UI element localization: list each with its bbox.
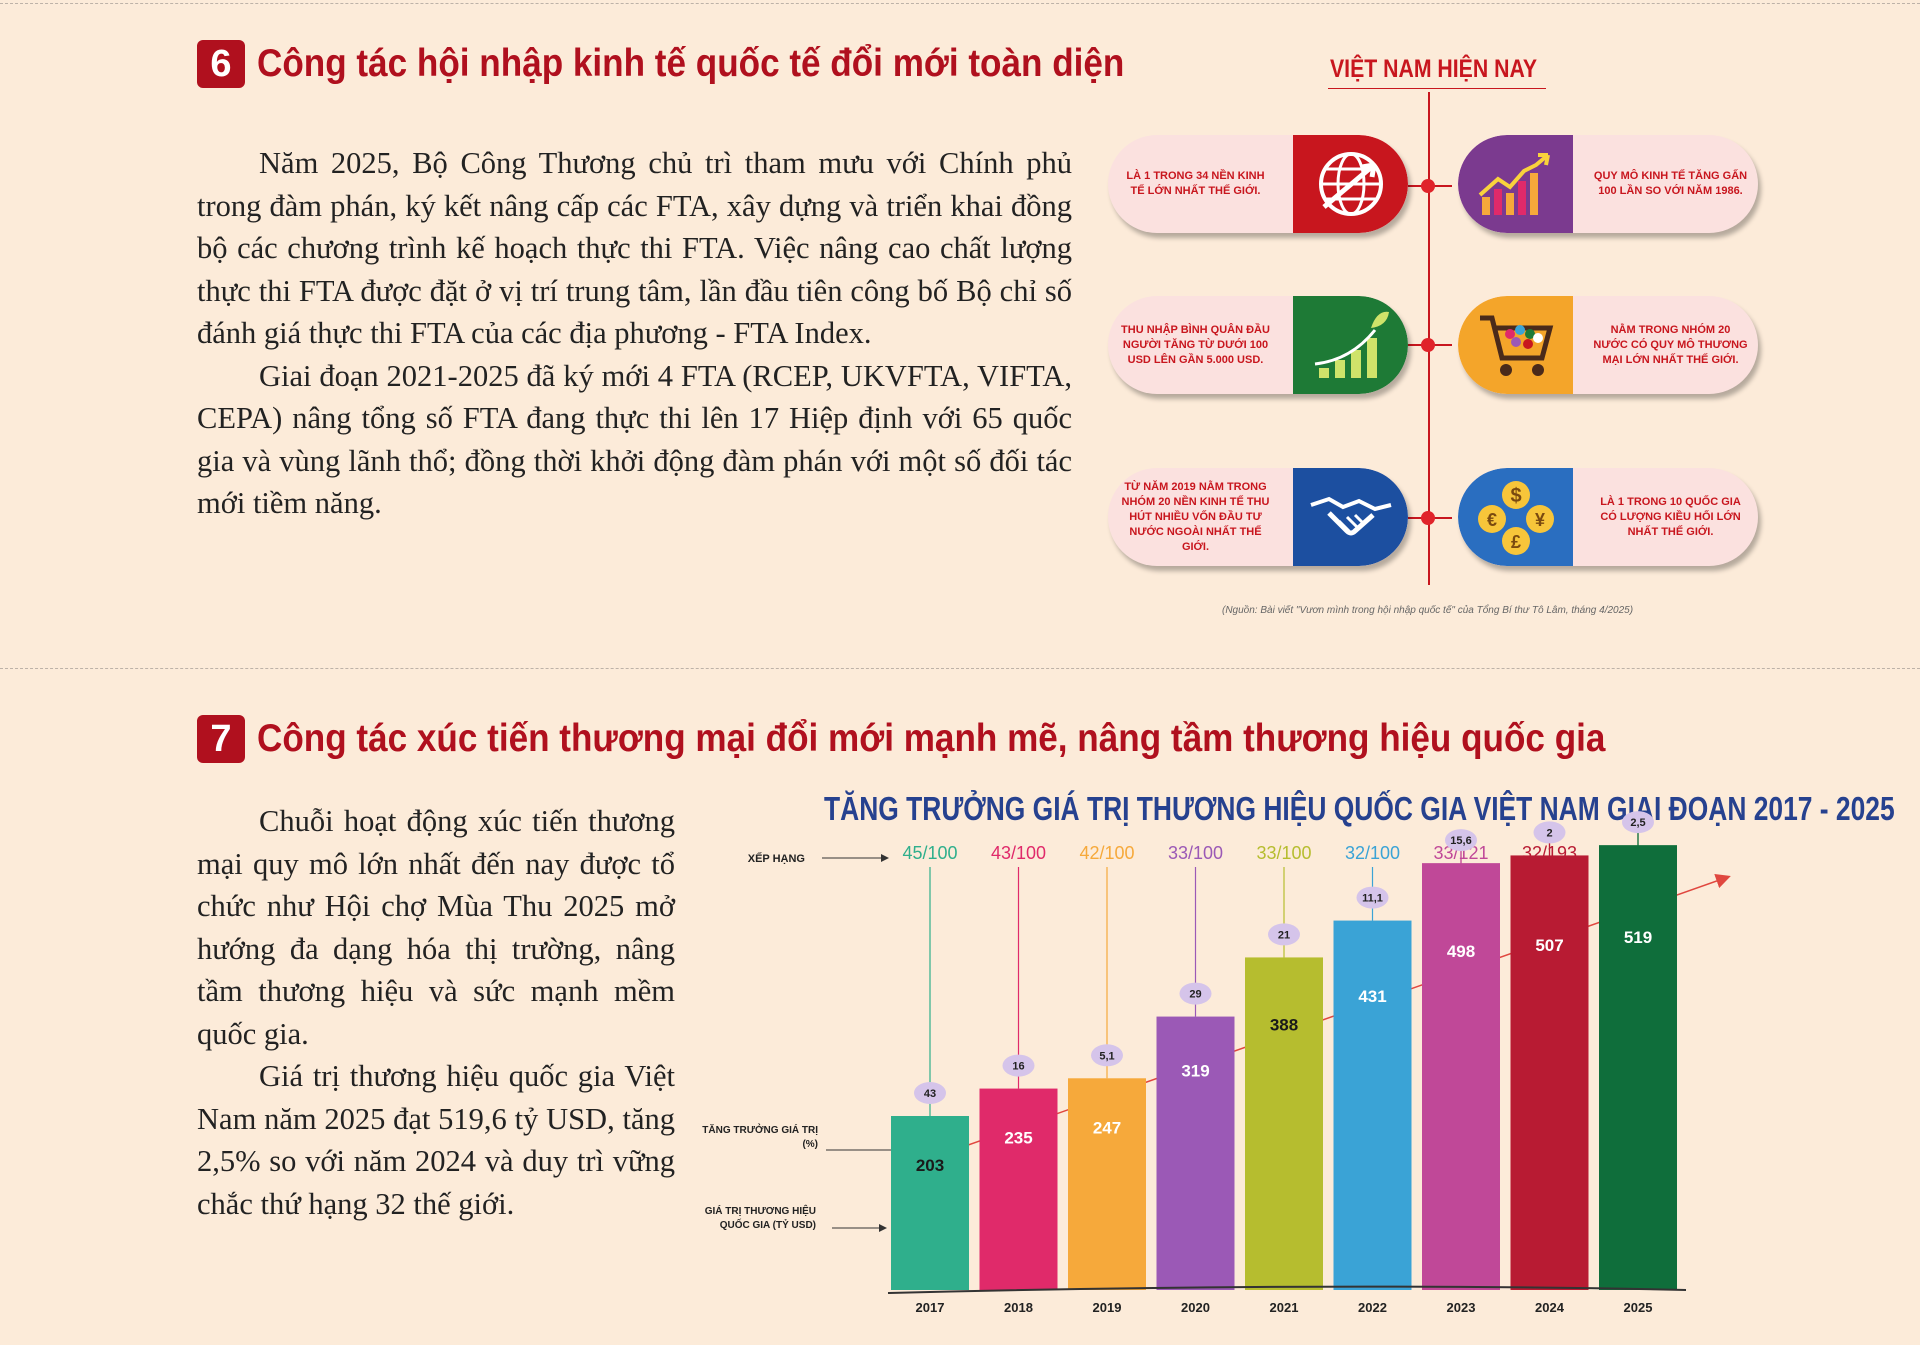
growth-label: 43 [924, 1088, 936, 1100]
ranking-label: 42/100 [1079, 843, 1134, 863]
bar [1068, 1078, 1146, 1290]
bar-value-label: 319 [1181, 1062, 1209, 1081]
x-tick-label: 2023 [1447, 1300, 1476, 1315]
brand-value-chart: XẾP HẠNG TĂNG TRƯỞNG GIÁ TRỊ (%) GIÁ TRỊ TH… [0, 0, 1920, 1345]
ranking-label: 43/100 [991, 843, 1046, 863]
growth-label: 5,1 [1099, 1050, 1114, 1062]
bar-value-label: 235 [1004, 1129, 1032, 1148]
ranking-row-label: XẾP HẠNG [748, 852, 805, 865]
x-tick-label: 2020 [1181, 1300, 1210, 1315]
ranking-label: 33/100 [1256, 843, 1311, 863]
bar-value-label: 498 [1447, 942, 1475, 961]
x-tick-label: 2024 [1535, 1300, 1565, 1315]
growth-label: 2 [1546, 827, 1552, 839]
growth-label: 2,5 [1630, 817, 1645, 829]
x-tick-label: 2025 [1624, 1300, 1653, 1315]
bar-value-label: 519 [1624, 928, 1652, 947]
value-row-label: QUỐC GIA (TỶ USD) [720, 1217, 816, 1231]
growth-label: 11,1 [1362, 893, 1383, 905]
growth-row-label: (%) [802, 1139, 818, 1150]
bar-value-label: 203 [916, 1156, 944, 1175]
ranking-label: 33/100 [1168, 843, 1223, 863]
x-tick-label: 2021 [1270, 1300, 1299, 1315]
growth-label: 16 [1012, 1061, 1024, 1073]
ranking-label: 32/100 [1345, 843, 1400, 863]
bar-value-label: 247 [1093, 1118, 1121, 1137]
bar [1422, 863, 1500, 1290]
x-tick-label: 2018 [1004, 1300, 1033, 1315]
ranking-label: 45/100 [902, 843, 957, 863]
bar [1334, 921, 1412, 1290]
bar-value-label: 388 [1270, 1016, 1298, 1035]
value-row-label: GIÁ TRỊ THƯƠNG HIỆU [705, 1204, 816, 1217]
growth-label: 29 [1189, 989, 1201, 1001]
growth-label: 15,6 [1450, 835, 1471, 847]
growth-label: 21 [1278, 929, 1290, 941]
x-tick-label: 2019 [1093, 1300, 1122, 1315]
bar [1599, 845, 1677, 1290]
growth-row-label: TĂNG TRƯỞNG GIÁ TRỊ [702, 1123, 818, 1136]
bar [891, 1116, 969, 1290]
bar-value-label: 431 [1358, 987, 1386, 1006]
bar [1245, 957, 1323, 1290]
bar-value-label: 507 [1535, 936, 1563, 955]
x-tick-label: 2017 [916, 1300, 945, 1315]
x-tick-label: 2022 [1358, 1300, 1387, 1315]
bar [980, 1089, 1058, 1290]
bar [1511, 855, 1589, 1290]
bar [1157, 1017, 1235, 1290]
